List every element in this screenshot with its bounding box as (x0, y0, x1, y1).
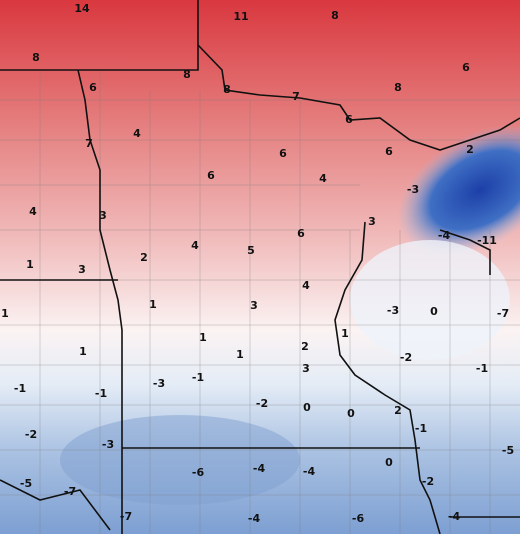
wisconsin-area (350, 240, 510, 360)
temperature-label: 5 (247, 244, 255, 257)
temperature-label: 1 (79, 345, 87, 358)
temperature-label: 0 (385, 456, 393, 469)
lake-superior (397, 124, 520, 256)
temperature-label: 4 (29, 205, 37, 218)
temperature-label: 2 (140, 251, 148, 264)
temperature-label: -3 (153, 377, 165, 390)
temperature-label: 3 (368, 215, 376, 228)
temperature-label: 0 (347, 407, 355, 420)
temperature-label: -7 (120, 510, 132, 523)
temperature-label: 14 (74, 2, 90, 15)
temperature-label: 6 (345, 113, 353, 126)
temperature-label: -5 (502, 444, 514, 457)
temperature-label: 6 (462, 61, 470, 74)
temperature-label: 4 (319, 172, 327, 185)
temperature-label: 4 (191, 239, 199, 252)
temperature-label: -11 (477, 234, 497, 247)
temperature-label: 8 (223, 83, 231, 96)
temperature-label: 6 (279, 147, 287, 160)
temperature-label: 4 (133, 127, 141, 140)
temperature-label: -4 (448, 510, 461, 523)
temperature-label: 8 (183, 68, 191, 81)
temperature-label: -7 (64, 485, 76, 498)
temperature-label: 6 (207, 169, 215, 182)
temperature-label: -4 (303, 465, 316, 478)
county-lines (0, 70, 520, 534)
temperature-label: -4 (438, 229, 451, 242)
temperature-label: -6 (352, 512, 365, 525)
temperature-label: -1 (476, 362, 488, 375)
temperature-label: 7 (85, 137, 93, 150)
temperature-label: -4 (248, 512, 261, 525)
temperature-label: 11 (233, 10, 248, 23)
temperature-label: -2 (400, 351, 412, 364)
temperature-label: -3 (387, 304, 399, 317)
temperature-label: 4 (302, 279, 310, 292)
temperature-label: -2 (422, 475, 434, 488)
temperature-label: -5 (20, 477, 32, 490)
temperature-label: -1 (14, 382, 26, 395)
temperature-label: -3 (102, 438, 114, 451)
temperature-label: -6 (192, 466, 205, 479)
temperature-label: 6 (89, 81, 97, 94)
temperature-label: 2 (466, 143, 474, 156)
temperature-label: 3 (78, 263, 86, 276)
temperature-label: 1 (199, 331, 207, 344)
temperature-label: 7 (292, 90, 300, 103)
temperature-label: -2 (256, 397, 268, 410)
temperature-label: 1 (1, 307, 9, 320)
temperature-label: 0 (303, 401, 311, 414)
temperature-label: 6 (385, 145, 393, 158)
temperature-label: -1 (192, 371, 204, 384)
temperature-label: -1 (415, 422, 427, 435)
temperature-label: 1 (236, 348, 244, 361)
temperature-label: 8 (32, 51, 40, 64)
temperature-label: -7 (497, 307, 509, 320)
temperature-label: 0 (430, 305, 438, 318)
temperature-label: 8 (331, 9, 339, 22)
temperature-label: 3 (250, 299, 258, 312)
temperature-label: 3 (302, 362, 310, 375)
iowa-area (60, 415, 300, 505)
temperature-label: -4 (253, 462, 266, 475)
temperature-label: 2 (301, 340, 309, 353)
temperature-label: 1 (149, 298, 157, 311)
temperature-label: 1 (26, 258, 34, 271)
temperature-label: -3 (407, 183, 419, 196)
temperature-label: 2 (394, 404, 402, 417)
temperature-label: -2 (25, 428, 37, 441)
temperature-label: 8 (394, 81, 402, 94)
temperature-label: 3 (99, 209, 107, 222)
temperature-label: 1 (341, 327, 349, 340)
temperature-label: -1 (95, 387, 107, 400)
temperature-label: 6 (297, 227, 305, 240)
